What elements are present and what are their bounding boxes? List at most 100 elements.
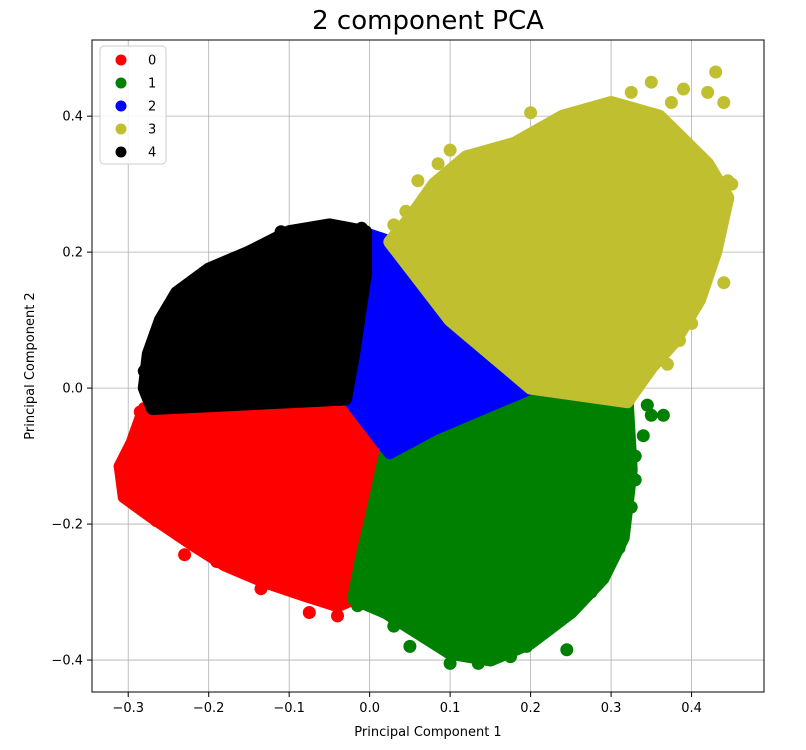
cluster-0-point: [157, 514, 171, 528]
cluster-1-point: [636, 429, 650, 443]
plot-frame: [91, 39, 765, 693]
x-tick-label: 0.2: [520, 701, 541, 716]
cluster-4-point: [137, 364, 151, 378]
legend-marker-2: [115, 100, 127, 112]
cluster-1-region: [347, 381, 638, 667]
x-tick-label: 0.1: [440, 701, 461, 716]
cluster-0-point: [133, 405, 147, 419]
cluster-4-point: [153, 320, 167, 334]
data-points: [113, 65, 739, 670]
cluster-4-point: [274, 225, 288, 239]
cluster-0-point: [302, 606, 316, 619]
cluster-3-point: [709, 228, 723, 242]
legend-label-0: 0: [148, 54, 156, 69]
cluster-1-point: [628, 449, 642, 463]
x-tick-label: 0.3: [601, 701, 622, 716]
cluster-3-point: [701, 85, 715, 99]
cluster-0-point: [202, 544, 216, 558]
cluster-4-point: [355, 221, 369, 235]
cluster-1-point: [403, 639, 417, 653]
cluster-3-point: [709, 170, 723, 184]
cluster-3: [383, 65, 739, 409]
cluster-0-point: [335, 589, 348, 602]
legend-marker-4: [115, 146, 127, 158]
cluster-3-point: [677, 82, 690, 96]
cluster-1-point: [612, 541, 626, 555]
y-tick-label: 0.2: [62, 246, 83, 261]
cluster-0-point: [234, 555, 248, 568]
cluster-3-point: [685, 317, 699, 330]
cluster-1-point: [644, 408, 658, 422]
cluster-4-point: [141, 381, 155, 395]
cluster-3-point: [693, 269, 707, 283]
legend-label-1: 1: [148, 77, 156, 92]
cluster-4-point: [149, 337, 163, 351]
cluster-3-point: [644, 75, 658, 89]
cluster-1-point: [640, 398, 654, 412]
cluster-1: [347, 381, 670, 670]
axis-ticks: −0.3 −0.2 −0.1 0.0 0.1 0.2 0.3 0.4 −0.4 −0.2 0.0 0.…: [51, 110, 701, 716]
legend-marker-0: [115, 54, 127, 66]
cluster-4: [137, 218, 373, 415]
cluster-4-point: [246, 249, 260, 262]
cluster-1-point: [351, 599, 365, 613]
cluster-1-point: [556, 609, 570, 623]
cluster-4-point: [206, 262, 220, 276]
cluster-4-point: [326, 225, 340, 239]
cluster-3-point: [660, 357, 674, 371]
cluster-3-point: [443, 143, 457, 157]
cluster-1-point: [520, 639, 534, 653]
y-tick-label: 0.4: [62, 110, 83, 125]
legend: 0 1 2 3 4: [99, 45, 167, 165]
cluster-3-point: [717, 96, 731, 109]
x-tick-label: 0.4: [681, 701, 702, 716]
cluster-3-point: [600, 106, 614, 120]
cluster-0-point: [210, 555, 224, 568]
cluster-0-region: [113, 392, 393, 613]
cluster-1-point: [504, 650, 517, 664]
cluster-1-point: [624, 500, 638, 514]
cluster-0-point: [178, 548, 192, 562]
x-tick-label: −0.1: [273, 701, 305, 716]
x-axis-label: Principal Component 1: [354, 725, 501, 740]
cluster-0-point: [113, 459, 127, 473]
cluster-1-point: [387, 619, 401, 633]
x-tick-label: −0.3: [112, 701, 144, 716]
cluster-1-point: [443, 656, 457, 670]
cluster-1-point: [656, 408, 670, 422]
cluster-4-point: [186, 283, 200, 296]
cluster-3-point: [624, 85, 638, 99]
cluster-3-point: [709, 65, 723, 79]
cluster-3-point: [431, 157, 445, 171]
y-tick-label: −0.2: [51, 518, 83, 533]
cluster-3-point: [399, 204, 413, 218]
cluster-4-point: [178, 300, 192, 313]
cluster-1-point: [628, 473, 642, 487]
cluster-4-point: [306, 221, 320, 235]
cluster-1-point: [471, 656, 485, 670]
cluster-0-point: [174, 527, 187, 541]
legend-label-3: 3: [148, 123, 156, 138]
legend-frame: [99, 45, 167, 165]
cluster-3-point: [664, 96, 678, 109]
y-tick-label: 0.0: [62, 382, 83, 397]
legend-marker-3: [115, 123, 127, 135]
legend-label-4: 4: [148, 146, 156, 161]
cluster-1-point: [584, 585, 598, 599]
chart-title: 2 component PCA: [312, 6, 544, 36]
cluster-3-point: [717, 276, 731, 290]
cluster-3-point: [411, 174, 425, 188]
cluster-0-point: [331, 609, 344, 623]
cluster-1-point: [596, 561, 610, 575]
cluster-1-point: [560, 643, 574, 657]
cluster-3-point: [721, 174, 735, 188]
legend-label-2: 2: [148, 100, 156, 115]
legend-marker-1: [115, 77, 127, 89]
y-tick-label: −0.4: [51, 654, 83, 669]
cluster-3-point: [524, 106, 538, 120]
x-tick-label: 0.0: [359, 701, 380, 716]
cluster-0: [113, 392, 393, 623]
x-tick-label: −0.2: [193, 701, 225, 716]
cluster-3-point: [387, 218, 401, 232]
